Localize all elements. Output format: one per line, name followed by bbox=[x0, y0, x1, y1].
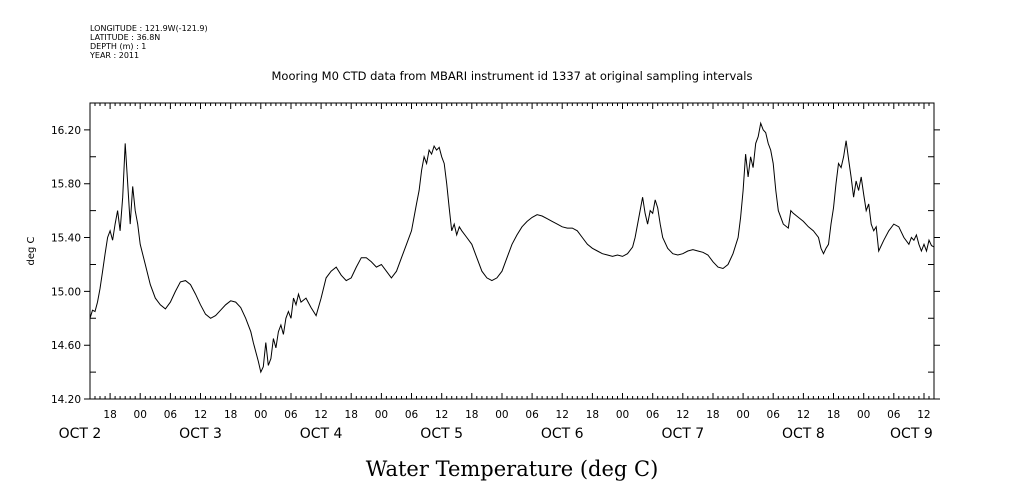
day-label: OCT 7 bbox=[661, 426, 704, 442]
x-tick-label: 00 bbox=[616, 409, 629, 421]
x-tick-label: 18 bbox=[706, 409, 719, 421]
x-axis-label: Water Temperature (deg C) bbox=[366, 457, 659, 481]
day-label: OCT 2 bbox=[59, 426, 102, 442]
day-label: OCT 6 bbox=[541, 426, 584, 442]
day-label: OCT 3 bbox=[179, 426, 222, 442]
x-tick-label: 12 bbox=[314, 409, 327, 421]
x-tick-label: 06 bbox=[887, 409, 901, 421]
day-label: OCT 8 bbox=[782, 426, 825, 442]
x-tick-label: 12 bbox=[676, 409, 689, 421]
meta-latitude: LATITUDE : 36.8N bbox=[90, 33, 160, 42]
x-tick-label: 12 bbox=[194, 409, 207, 421]
y-tick-label: 15.00 bbox=[51, 286, 81, 298]
tick-marks bbox=[84, 102, 940, 400]
x-tick-label: 18 bbox=[345, 409, 358, 421]
x-tick-label: 18 bbox=[465, 409, 478, 421]
station-metadata: LONGITUDE : 121.9W(-121.9) LATITUDE : 36… bbox=[89, 24, 208, 60]
day-label: OCT 9 bbox=[890, 426, 933, 442]
y-tick-label: 15.80 bbox=[51, 179, 81, 191]
x-tick-label: 18 bbox=[103, 409, 116, 421]
y-tick-label: 15.40 bbox=[51, 233, 81, 245]
x-tick-label: 00 bbox=[254, 409, 267, 421]
temperature-series-line bbox=[89, 121, 935, 374]
x-tick-label: 00 bbox=[495, 409, 508, 421]
y-tick-label: 14.20 bbox=[51, 394, 81, 406]
x-tick-label: 06 bbox=[284, 409, 298, 421]
y-tick-label: 16.20 bbox=[51, 125, 81, 137]
chart-title: Mooring M0 CTD data from MBARI instrumen… bbox=[272, 69, 753, 83]
axis-ticks bbox=[84, 102, 940, 400]
day-labels: OCT 2 OCT 3 OCT 4 OCT 5 OCT 6 OCT 7 OCT 8 OCT 9 bbox=[59, 426, 933, 442]
x-tick-label: 06 bbox=[767, 409, 781, 421]
x-tick-label: 18 bbox=[586, 409, 599, 421]
x-tick-label: 18 bbox=[827, 409, 840, 421]
meta-depth: DEPTH (m) : 1 bbox=[90, 42, 146, 51]
x-tick-label: 00 bbox=[134, 409, 147, 421]
meta-longitude: LONGITUDE : 121.9W(-121.9) bbox=[90, 24, 208, 33]
x-tick-label: 06 bbox=[164, 409, 178, 421]
meta-year: YEAR : 2011 bbox=[89, 51, 139, 60]
plot-frame bbox=[89, 102, 935, 400]
x-tick-label: 00 bbox=[857, 409, 870, 421]
y-tick-labels: 14.20 14.60 15.00 15.40 15.80 16.20 bbox=[51, 125, 81, 406]
x-tick-label: 00 bbox=[736, 409, 749, 421]
x-tick-label: 06 bbox=[405, 409, 419, 421]
x-tick-label: 12 bbox=[435, 409, 448, 421]
day-label: OCT 4 bbox=[300, 426, 343, 442]
day-label: OCT 5 bbox=[420, 426, 463, 442]
x-tick-label: 12 bbox=[797, 409, 810, 421]
x-tick-label: 06 bbox=[646, 409, 660, 421]
x-tick-label: 12 bbox=[556, 409, 569, 421]
x-tick-label: 18 bbox=[224, 409, 237, 421]
x-tick-labels: 18 00 06 12 18 00 06 12 18 00 06 12 18 00 06 12 18 00 06 12… bbox=[103, 409, 930, 421]
x-tick-label: 06 bbox=[525, 409, 539, 421]
y-axis-label: deg C bbox=[26, 236, 37, 265]
x-tick-label: 12 bbox=[917, 409, 930, 421]
x-tick-label: 00 bbox=[375, 409, 388, 421]
y-tick-label: 14.60 bbox=[51, 340, 81, 352]
